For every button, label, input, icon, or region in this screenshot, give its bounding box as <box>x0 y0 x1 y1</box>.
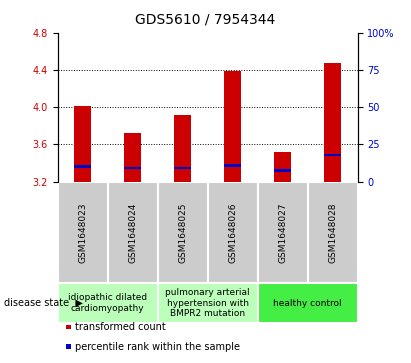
Bar <box>224 164 241 167</box>
Bar <box>174 115 191 182</box>
Text: GDS5610 / 7954344: GDS5610 / 7954344 <box>135 13 276 27</box>
Bar <box>324 154 341 156</box>
Text: GSM1648026: GSM1648026 <box>228 202 237 262</box>
Bar <box>108 182 157 283</box>
Bar <box>307 182 358 283</box>
Text: disease state  ▶: disease state ▶ <box>4 298 83 308</box>
Bar <box>274 170 291 172</box>
Text: GSM1648028: GSM1648028 <box>328 202 337 262</box>
Text: GSM1648025: GSM1648025 <box>178 202 187 262</box>
Bar <box>174 167 191 170</box>
Bar <box>157 283 258 323</box>
Text: idiopathic dilated
cardiomyopathy: idiopathic dilated cardiomyopathy <box>68 293 147 313</box>
Text: transformed count: transformed count <box>76 322 166 332</box>
Bar <box>258 283 358 323</box>
Bar <box>274 152 291 182</box>
Bar <box>324 64 341 182</box>
Bar <box>224 71 241 182</box>
Text: GSM1648023: GSM1648023 <box>78 202 87 262</box>
Text: GSM1648024: GSM1648024 <box>128 202 137 262</box>
Bar <box>124 167 141 170</box>
Bar <box>124 133 141 182</box>
Text: percentile rank within the sample: percentile rank within the sample <box>76 342 240 352</box>
Text: healthy control: healthy control <box>273 299 342 307</box>
Bar <box>74 165 91 168</box>
Text: GSM1648027: GSM1648027 <box>278 202 287 262</box>
Text: pulmonary arterial
hypertension with
BMPR2 mutation: pulmonary arterial hypertension with BMP… <box>165 288 250 318</box>
Bar <box>258 182 307 283</box>
Bar <box>58 182 108 283</box>
Bar <box>58 283 157 323</box>
Bar <box>74 106 91 182</box>
Bar <box>208 182 258 283</box>
Bar <box>157 182 208 283</box>
